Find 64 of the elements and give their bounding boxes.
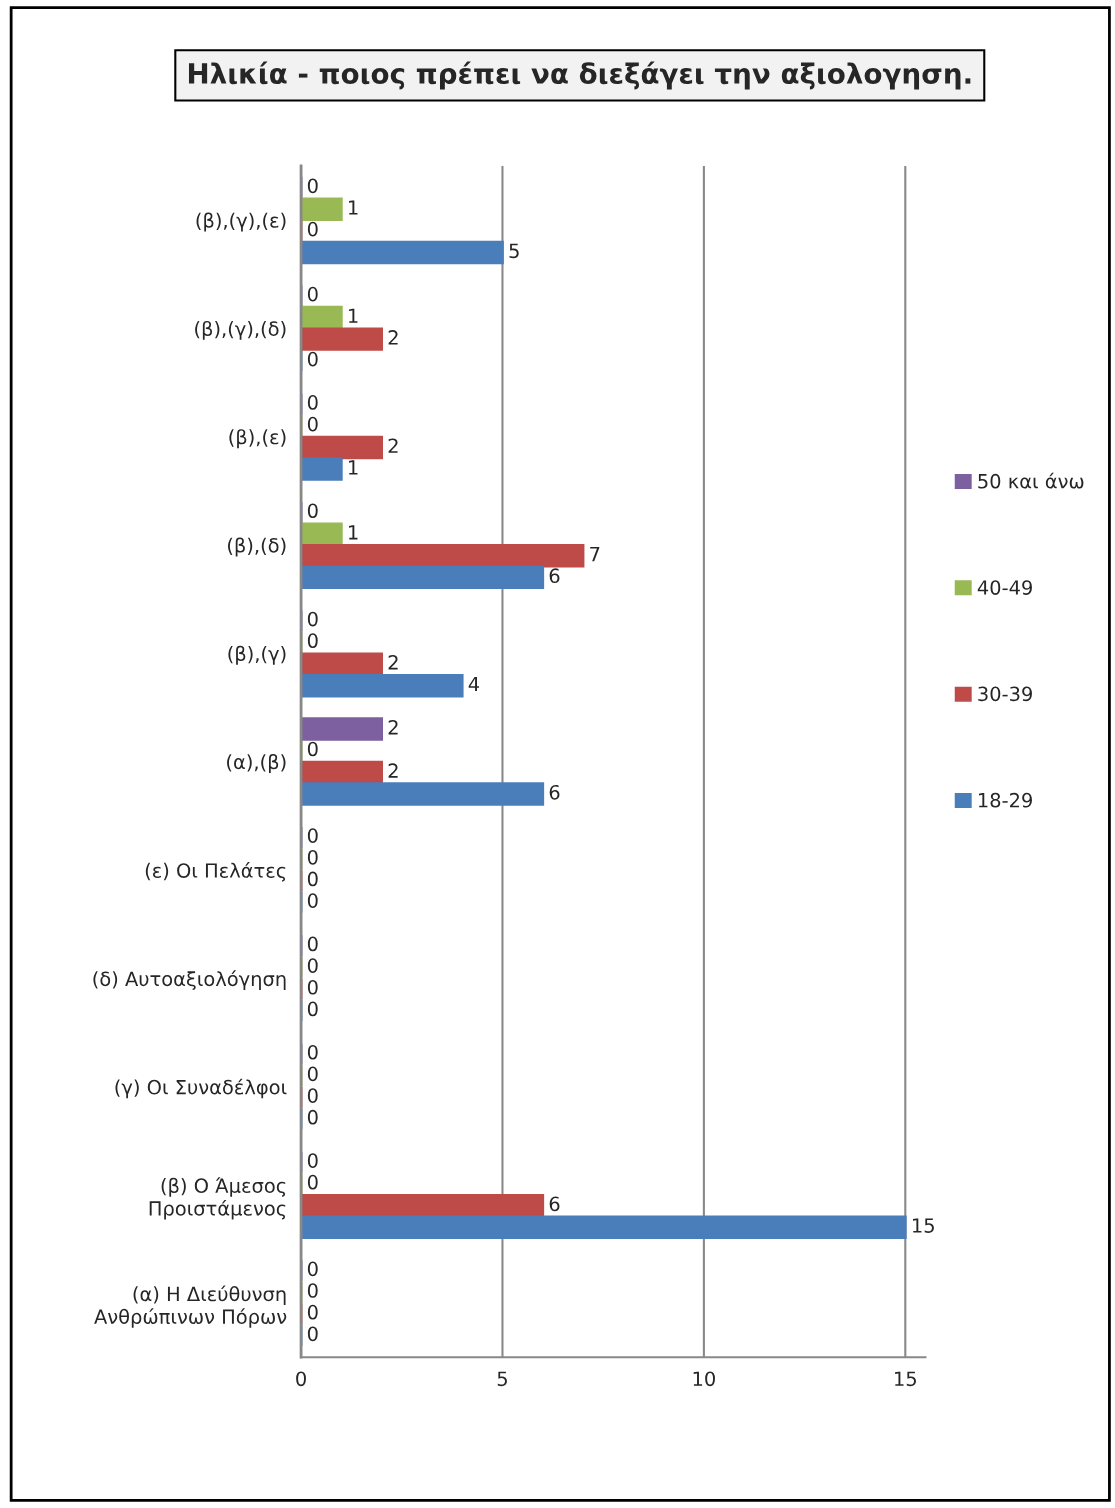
data-label: 0: [307, 1001, 318, 1017]
y-tick-label: (β),(ε): [229, 429, 286, 449]
data-label: 1: [349, 200, 358, 215]
x-tick-label: 15: [895, 1371, 916, 1387]
data-label: 1: [349, 525, 358, 540]
data-label: 1: [349, 308, 358, 323]
data-label: 0: [307, 1044, 318, 1060]
legend-label: 18-29: [978, 792, 1032, 808]
y-tick-label: (ε) Οι Πελάτες: [145, 862, 286, 882]
data-label: 6: [549, 1196, 560, 1212]
data-label: 0: [307, 351, 318, 367]
y-tick-label: (β),(δ): [228, 537, 286, 557]
y-tick-label: (β),(γ): [228, 645, 286, 665]
data-label: 0: [307, 1304, 318, 1320]
legend-label: 50 και άνω: [978, 472, 1084, 489]
data-label: 0: [307, 1088, 318, 1103]
data-label: 7: [590, 546, 600, 562]
data-label: 0: [307, 1153, 318, 1168]
x-tick-label: 10: [693, 1371, 715, 1387]
data-label: 2: [388, 655, 398, 670]
y-tick-label: (β),(γ),(ε): [196, 212, 286, 232]
data-label: 0: [307, 871, 318, 887]
data-label: 0: [307, 936, 318, 952]
legend-label: 40-49: [977, 580, 1032, 595]
data-label: 0: [307, 828, 318, 843]
data-label: 4: [468, 676, 480, 692]
data-label: 0: [307, 1109, 318, 1125]
data-label: 0: [307, 741, 318, 757]
data-label: 0: [307, 221, 318, 237]
y-tick-label: (β),(γ),(δ): [195, 320, 286, 340]
y-tick-label: (α),(β): [227, 754, 286, 774]
data-label: 0: [307, 416, 318, 432]
data-label: 6: [549, 784, 560, 800]
data-label: 2: [388, 719, 398, 735]
y-tick-label: (β) Ο Άμεσος Προιστάμενος: [149, 1177, 286, 1220]
data-label: 0: [307, 1174, 318, 1190]
x-tick-label: 0: [296, 1371, 306, 1387]
legend-label: 30-39: [978, 686, 1032, 702]
data-label: 0: [307, 1261, 318, 1277]
data-label: 0: [307, 395, 318, 410]
data-label: 0: [307, 1283, 318, 1298]
data-label: 5: [509, 243, 519, 259]
data-label: 6: [549, 568, 560, 584]
y-tick-label: (γ) Οι Συναδέλφοι: [115, 1078, 287, 1099]
data-label: 0: [307, 178, 318, 194]
data-label: 0: [307, 611, 318, 627]
data-label: 2: [388, 330, 398, 345]
data-label: 2: [388, 438, 398, 453]
data-label: 0: [307, 979, 318, 995]
data-label: 0: [307, 958, 318, 973]
data-label: 15: [913, 1218, 934, 1233]
x-tick-label: 5: [497, 1371, 507, 1387]
data-label: 0: [307, 849, 318, 865]
data-label: 2: [388, 763, 398, 778]
data-label: 0: [307, 1326, 318, 1342]
y-tick-label: (δ) Αυτοαξιολόγηση: [93, 970, 286, 990]
data-label: 0: [307, 893, 318, 908]
data-label: 0: [307, 503, 318, 519]
data-label: 0: [307, 633, 318, 649]
data-label: 1: [349, 460, 358, 475]
data-label: 0: [307, 1066, 318, 1082]
data-label: 0: [307, 286, 318, 302]
y-tick-label: (α) Η Διεύθυνση Ανθρώπινων Πόρων: [94, 1285, 287, 1328]
chart-title: Ηλικία - ποιος πρέπει να διεξάγει την αξιολογηση.: [188, 61, 971, 90]
